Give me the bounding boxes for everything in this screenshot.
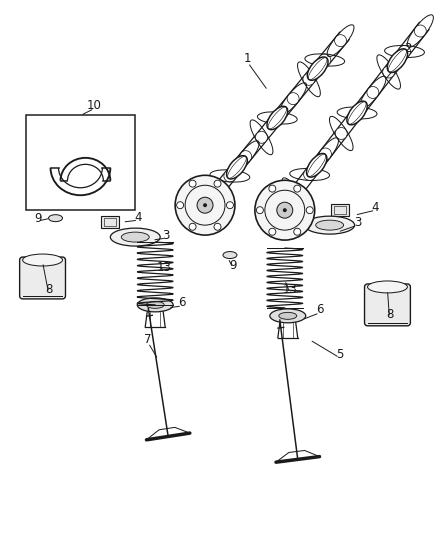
Ellipse shape <box>121 232 149 242</box>
Circle shape <box>335 127 347 140</box>
Text: 4: 4 <box>134 211 142 224</box>
Ellipse shape <box>223 252 237 259</box>
Circle shape <box>306 207 313 214</box>
Circle shape <box>399 45 410 58</box>
Circle shape <box>240 151 252 163</box>
Text: 5: 5 <box>336 348 343 361</box>
Ellipse shape <box>49 215 63 222</box>
FancyBboxPatch shape <box>364 284 410 326</box>
Circle shape <box>214 223 221 230</box>
Circle shape <box>367 86 379 99</box>
Circle shape <box>414 25 426 37</box>
Circle shape <box>224 170 236 182</box>
Circle shape <box>214 180 221 187</box>
Bar <box>104 218 117 226</box>
Circle shape <box>269 228 276 235</box>
Text: 7: 7 <box>145 333 152 346</box>
Ellipse shape <box>347 101 367 125</box>
Circle shape <box>287 93 299 104</box>
Circle shape <box>255 180 314 240</box>
Circle shape <box>319 54 331 66</box>
Text: 3: 3 <box>162 229 170 241</box>
Ellipse shape <box>270 309 306 323</box>
Ellipse shape <box>307 154 327 177</box>
Circle shape <box>189 223 196 230</box>
Bar <box>25 116 135 210</box>
Bar <box>101 216 119 228</box>
Circle shape <box>288 189 300 201</box>
Ellipse shape <box>23 254 63 266</box>
Circle shape <box>203 203 207 207</box>
Text: 1: 1 <box>244 52 252 65</box>
Circle shape <box>277 202 293 218</box>
Text: 8: 8 <box>386 309 393 321</box>
FancyBboxPatch shape <box>20 257 66 299</box>
Ellipse shape <box>279 312 297 319</box>
Circle shape <box>197 197 213 213</box>
Circle shape <box>175 175 235 235</box>
Text: 13: 13 <box>283 284 297 296</box>
Ellipse shape <box>387 49 408 72</box>
Ellipse shape <box>146 301 164 309</box>
Circle shape <box>256 207 263 214</box>
Ellipse shape <box>307 57 328 80</box>
Text: 6: 6 <box>316 303 323 317</box>
Ellipse shape <box>305 216 355 234</box>
Circle shape <box>177 201 184 209</box>
Text: 9: 9 <box>229 259 237 271</box>
Ellipse shape <box>137 298 173 312</box>
Bar <box>331 204 349 216</box>
Circle shape <box>383 66 395 78</box>
Circle shape <box>226 201 233 209</box>
Text: 6: 6 <box>178 296 186 309</box>
Circle shape <box>269 185 276 192</box>
Circle shape <box>319 148 332 160</box>
Ellipse shape <box>110 228 160 246</box>
Circle shape <box>303 74 315 85</box>
Circle shape <box>189 180 196 187</box>
Ellipse shape <box>226 156 247 179</box>
Circle shape <box>255 131 268 143</box>
Text: 10: 10 <box>87 99 102 112</box>
Text: 3: 3 <box>354 216 361 229</box>
Text: 2: 2 <box>404 42 411 55</box>
Text: 8: 8 <box>45 284 52 296</box>
Text: 13: 13 <box>157 262 172 274</box>
Text: 9: 9 <box>34 212 41 224</box>
Ellipse shape <box>267 106 288 130</box>
Circle shape <box>208 189 220 201</box>
Circle shape <box>304 168 316 181</box>
Circle shape <box>335 35 346 47</box>
Circle shape <box>294 228 301 235</box>
Ellipse shape <box>367 281 407 293</box>
Circle shape <box>271 112 283 124</box>
Circle shape <box>294 185 301 192</box>
Text: 4: 4 <box>372 201 379 214</box>
Circle shape <box>283 208 287 212</box>
Circle shape <box>351 107 363 119</box>
Ellipse shape <box>316 220 343 230</box>
Bar <box>334 206 346 214</box>
